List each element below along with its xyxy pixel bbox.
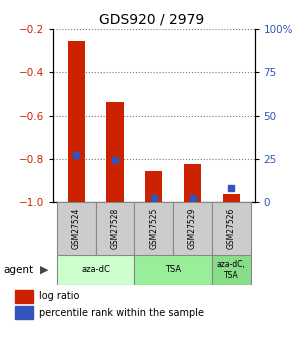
Text: GDS920 / 2979: GDS920 / 2979 — [99, 12, 204, 26]
Bar — [15, 290, 33, 303]
Bar — [106, 101, 124, 202]
Text: GSM27525: GSM27525 — [149, 208, 158, 249]
Bar — [68, 41, 85, 202]
Bar — [135, 202, 173, 255]
Text: ▶: ▶ — [40, 265, 48, 275]
Text: GSM27529: GSM27529 — [188, 208, 197, 249]
Text: GSM27528: GSM27528 — [111, 208, 119, 249]
Bar — [57, 255, 135, 285]
Text: TSA: TSA — [165, 265, 181, 275]
Text: GSM27524: GSM27524 — [72, 208, 81, 249]
Bar — [212, 202, 251, 255]
Bar — [96, 202, 135, 255]
Text: aza-dC,
TSA: aza-dC, TSA — [217, 260, 246, 280]
Text: aza-dC: aza-dC — [81, 265, 110, 275]
Bar — [212, 255, 251, 285]
Text: agent: agent — [3, 265, 33, 275]
Text: log ratio: log ratio — [38, 291, 79, 301]
Bar — [135, 255, 212, 285]
Bar — [173, 202, 212, 255]
Bar — [184, 164, 201, 202]
Text: GSM27526: GSM27526 — [227, 208, 236, 249]
Text: percentile rank within the sample: percentile rank within the sample — [38, 308, 204, 317]
Bar — [145, 170, 162, 202]
Bar — [222, 194, 240, 202]
Bar — [57, 202, 96, 255]
Bar — [15, 306, 33, 319]
